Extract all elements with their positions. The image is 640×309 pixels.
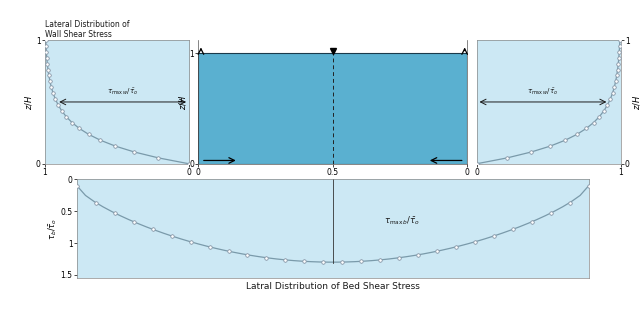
Text: $\tau_{\mathrm{max}\,w}/\bar{\tau}_o$: $\tau_{\mathrm{max}\,w}/\bar{\tau}_o$ [107, 87, 138, 97]
Text: $\tau_{\mathrm{max}\,w}/\bar{\tau}_o$: $\tau_{\mathrm{max}\,w}/\bar{\tau}_o$ [527, 87, 559, 97]
Text: Lateral Distribution of
Wall Shear Stress: Lateral Distribution of Wall Shear Stres… [45, 20, 129, 39]
X-axis label: $\tau_w/\bar{\tau}_o$: $\tau_w/\bar{\tau}_o$ [105, 178, 129, 191]
Y-axis label: $z/H$: $z/H$ [631, 94, 640, 110]
Text: $\tau_{\mathrm{max}\,b}/\bar{\tau}_o$: $\tau_{\mathrm{max}\,b}/\bar{\tau}_o$ [384, 214, 420, 227]
Y-axis label: $z/H$: $z/H$ [24, 94, 35, 110]
Y-axis label: $z/H$: $z/H$ [177, 94, 188, 110]
X-axis label: $b/B$             $b/B$: $b/B$ $b/B$ [301, 178, 365, 189]
Bar [198, 53, 467, 164]
X-axis label: $\tau_w/\bar{\tau}_o$: $\tau_w/\bar{\tau}_o$ [537, 178, 561, 191]
X-axis label: Latral Distribution of Bed Shear Stress: Latral Distribution of Bed Shear Stress [246, 282, 420, 291]
Y-axis label: $\tau_b/\bar{\tau}_o$: $\tau_b/\bar{\tau}_o$ [47, 218, 59, 240]
